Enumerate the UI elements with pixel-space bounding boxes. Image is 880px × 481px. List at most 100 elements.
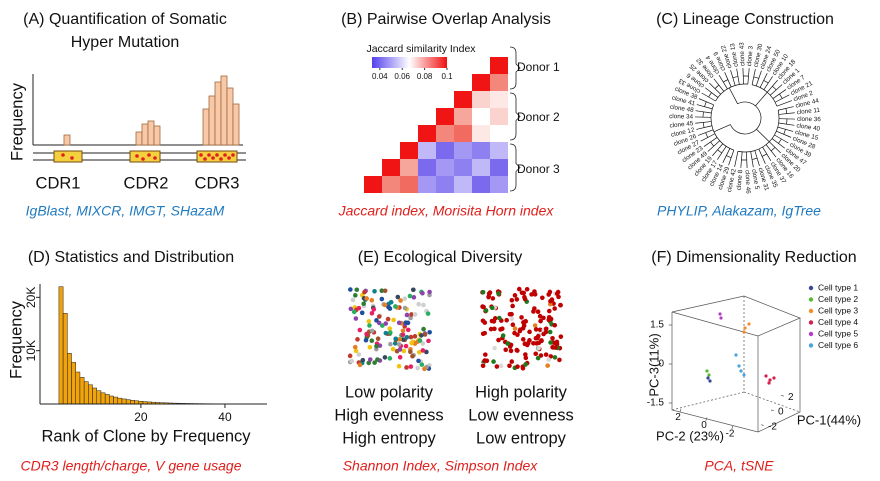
individual — [426, 311, 431, 316]
heatmap-cell — [382, 176, 400, 193]
individual — [406, 328, 411, 333]
point — [747, 322, 750, 325]
tools: Shannon Index, Simpson Index — [343, 458, 539, 474]
individual — [536, 356, 541, 361]
panel-c: (C) Lineage Construction PHYLIP, Alakaza… — [656, 11, 834, 218]
point — [742, 330, 745, 333]
individual — [352, 310, 357, 315]
individual — [489, 327, 494, 332]
branch — [778, 139, 781, 143]
branch — [718, 150, 722, 153]
individual — [397, 342, 402, 347]
individual — [357, 306, 362, 311]
heatmap-cell — [472, 125, 490, 142]
individual — [348, 354, 353, 359]
individual — [422, 367, 427, 372]
heatmap-cell — [490, 91, 508, 108]
branch — [726, 156, 731, 158]
individual — [427, 290, 432, 295]
bar — [84, 382, 88, 404]
individual — [383, 355, 388, 360]
community-label: Low entropy — [476, 429, 567, 447]
individual — [496, 291, 501, 296]
heatmap-cell — [454, 108, 472, 125]
individual — [405, 335, 410, 340]
tick-label: 2 — [788, 392, 794, 403]
individual — [393, 304, 398, 309]
individual — [556, 295, 561, 300]
mutation — [147, 153, 151, 157]
individual — [384, 331, 389, 336]
individual — [349, 359, 354, 364]
branch — [714, 125, 730, 132]
branch — [777, 101, 792, 107]
individual — [354, 316, 359, 321]
individual — [481, 331, 486, 336]
individual — [492, 346, 497, 351]
individual — [545, 363, 550, 368]
clone-label: clone 34 — [669, 113, 693, 121]
individual — [485, 358, 490, 363]
community-label: High entropy — [342, 429, 436, 447]
individual — [412, 295, 417, 300]
individual — [514, 348, 519, 353]
heatmap-cell — [436, 176, 454, 193]
legend-tick-label: 0.1 — [441, 72, 453, 81]
mutation — [227, 156, 231, 160]
individual — [533, 292, 538, 297]
mutation — [211, 156, 215, 160]
individual — [415, 366, 420, 371]
mutation — [135, 154, 139, 158]
individual — [515, 297, 520, 302]
individual — [387, 326, 392, 331]
bar — [59, 287, 63, 404]
legend-tick-label: 0.08 — [417, 72, 433, 81]
heatmap-cell — [490, 74, 508, 91]
individual — [481, 290, 486, 295]
individual — [508, 312, 513, 317]
x-tick-label: 40 — [218, 410, 232, 424]
individual — [397, 364, 402, 369]
individual — [370, 338, 375, 343]
individual — [510, 317, 515, 322]
individual — [370, 329, 375, 334]
individual — [351, 298, 356, 303]
legend-marker — [809, 309, 813, 313]
individual — [559, 334, 564, 339]
branch — [706, 133, 708, 138]
branch — [756, 71, 761, 86]
bar — [64, 135, 70, 145]
panel-title: (F) Dimensionality Reduction — [651, 249, 856, 266]
branch — [776, 131, 791, 137]
individual — [372, 289, 377, 294]
heatmap-cell — [418, 159, 436, 176]
tick-label: 0 — [701, 420, 707, 431]
individual — [488, 290, 493, 295]
branch — [705, 102, 707, 107]
point — [705, 369, 708, 372]
tick-label: -2 — [726, 428, 735, 439]
individual — [403, 320, 408, 325]
individual — [524, 356, 529, 361]
individual — [380, 297, 385, 302]
individual — [402, 296, 407, 301]
region-label: CDR1 — [36, 174, 81, 192]
x-axis-label: Rank of Clone by Frequency — [41, 427, 251, 445]
legend-label: Cell type 1 — [818, 282, 858, 292]
individual — [370, 311, 375, 316]
heatmap-cell — [472, 108, 490, 125]
panel-a: (A) Quantification of Somatic Hyper Muta… — [8, 11, 246, 218]
point — [767, 381, 770, 384]
tick — [761, 425, 764, 426]
individual — [403, 306, 408, 311]
heatmap-cell — [472, 142, 490, 159]
branch — [755, 92, 767, 106]
individual — [481, 363, 486, 368]
clone-label: clone 46 — [744, 170, 752, 195]
heatmap-cell — [400, 142, 418, 159]
individual — [386, 317, 391, 322]
individual — [490, 319, 495, 324]
y-tick-label: 20K — [24, 287, 38, 308]
tick-label: 0 — [658, 359, 664, 370]
individual — [413, 334, 418, 339]
